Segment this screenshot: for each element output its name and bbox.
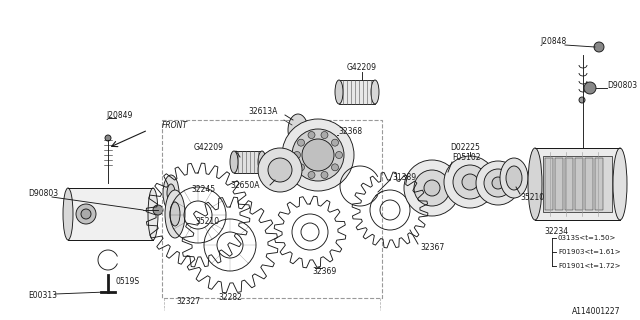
- Text: 32282: 32282: [218, 293, 242, 302]
- Text: FRONT: FRONT: [162, 122, 188, 131]
- Text: 32327: 32327: [176, 298, 200, 307]
- Circle shape: [321, 132, 328, 139]
- Text: D90803: D90803: [607, 81, 637, 90]
- Text: 32650A: 32650A: [230, 180, 259, 189]
- Bar: [555, 158, 563, 210]
- Ellipse shape: [258, 148, 302, 192]
- Text: 32368: 32368: [338, 127, 362, 137]
- Ellipse shape: [500, 158, 528, 198]
- Ellipse shape: [414, 170, 450, 206]
- Text: 32234: 32234: [544, 228, 568, 236]
- Ellipse shape: [492, 177, 504, 189]
- Ellipse shape: [268, 158, 292, 182]
- Ellipse shape: [163, 175, 179, 211]
- Text: F01903<t=1.61>: F01903<t=1.61>: [558, 249, 621, 255]
- Text: J20848: J20848: [540, 37, 566, 46]
- Ellipse shape: [528, 148, 542, 220]
- Text: 32613A: 32613A: [248, 108, 277, 116]
- Text: E00313: E00313: [28, 292, 57, 300]
- Ellipse shape: [258, 151, 266, 173]
- Ellipse shape: [282, 119, 354, 191]
- Circle shape: [298, 164, 305, 171]
- Bar: [543, 156, 612, 212]
- Circle shape: [584, 82, 596, 94]
- Text: 35210: 35210: [520, 194, 544, 203]
- Text: 35210: 35210: [195, 218, 219, 227]
- Ellipse shape: [424, 180, 440, 196]
- Bar: [535, 148, 620, 220]
- Text: 32245: 32245: [191, 186, 215, 195]
- Ellipse shape: [484, 169, 512, 197]
- Bar: [545, 158, 553, 210]
- Circle shape: [153, 205, 163, 215]
- Circle shape: [81, 209, 91, 219]
- Circle shape: [105, 135, 111, 141]
- Text: G42209: G42209: [194, 143, 224, 153]
- Ellipse shape: [444, 156, 496, 208]
- Bar: [234, 151, 262, 173]
- Text: J20849: J20849: [107, 110, 133, 119]
- Ellipse shape: [453, 165, 487, 199]
- Text: 0519S: 0519S: [116, 277, 140, 286]
- Bar: [585, 158, 593, 210]
- Circle shape: [308, 172, 315, 179]
- Circle shape: [332, 139, 339, 146]
- Circle shape: [321, 172, 328, 179]
- Circle shape: [298, 139, 305, 146]
- Ellipse shape: [506, 166, 522, 190]
- Ellipse shape: [165, 190, 185, 238]
- Ellipse shape: [462, 174, 478, 190]
- Text: G42209: G42209: [347, 63, 377, 73]
- Bar: [565, 158, 573, 210]
- Text: 32367: 32367: [420, 244, 444, 252]
- Ellipse shape: [63, 188, 73, 240]
- Ellipse shape: [404, 160, 460, 216]
- Text: 0313S<t=1.50>: 0313S<t=1.50>: [558, 235, 616, 241]
- Bar: [339, 80, 375, 104]
- Ellipse shape: [335, 80, 343, 104]
- Circle shape: [308, 132, 315, 139]
- Circle shape: [594, 42, 604, 52]
- Ellipse shape: [476, 161, 520, 205]
- Circle shape: [76, 204, 96, 224]
- Ellipse shape: [302, 139, 334, 171]
- Ellipse shape: [148, 188, 158, 240]
- Text: F05102: F05102: [452, 154, 481, 163]
- Bar: [162, 120, 382, 298]
- Text: 31389: 31389: [392, 172, 416, 181]
- Bar: [68, 188, 153, 240]
- Ellipse shape: [167, 184, 175, 202]
- Ellipse shape: [170, 202, 180, 226]
- Text: 32369: 32369: [313, 268, 337, 276]
- Circle shape: [294, 151, 301, 158]
- Text: D02225: D02225: [450, 143, 480, 153]
- Circle shape: [579, 97, 585, 103]
- Bar: [595, 158, 603, 210]
- Bar: [575, 158, 583, 210]
- Ellipse shape: [613, 148, 627, 220]
- Text: A114001227: A114001227: [572, 308, 620, 316]
- Ellipse shape: [292, 129, 344, 181]
- Circle shape: [335, 151, 342, 158]
- Circle shape: [332, 164, 339, 171]
- Text: D90803: D90803: [28, 188, 58, 197]
- Text: F01901<t=1.72>: F01901<t=1.72>: [558, 263, 621, 269]
- Ellipse shape: [371, 80, 379, 104]
- Ellipse shape: [288, 114, 308, 146]
- Ellipse shape: [230, 151, 238, 173]
